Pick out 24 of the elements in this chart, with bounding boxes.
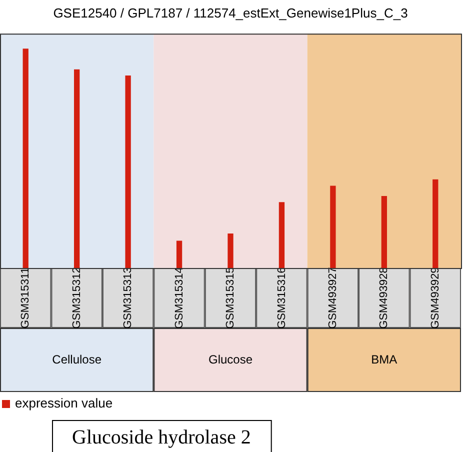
x-tick-label: GSM493928 [378,267,390,329]
band-label: Cellulose [52,352,102,366]
x-tick-label: GSM315313 [122,267,134,329]
bar [22,48,28,268]
x-tick-label: GSM315316 [276,267,288,329]
bar [432,179,438,268]
band-label: Glucose [208,352,253,366]
bar [278,202,285,268]
bar [176,240,182,268]
bar [125,76,131,268]
x-tick-label: GSM315314 [173,267,186,329]
bar [228,233,234,268]
x-tick-label: GSM315315 [224,267,237,329]
chart-title: GSE12540 / GPL7187 / 112574_estExt_Genewise1Plus_C_3 [53,5,408,20]
x-tick-label: GSM315312 [70,267,83,329]
x-tick-label: GSM493929 [429,267,442,329]
band-label: BMA [371,352,398,366]
bar [74,69,80,268]
x-tick-label: GSM493927 [326,267,339,329]
bar [330,186,336,268]
legend-label: expression value [15,396,113,411]
x-tick-label: GSM315311 [20,268,32,328]
text: Glucoside hydrolase 2 [72,426,251,448]
bar [381,196,387,268]
